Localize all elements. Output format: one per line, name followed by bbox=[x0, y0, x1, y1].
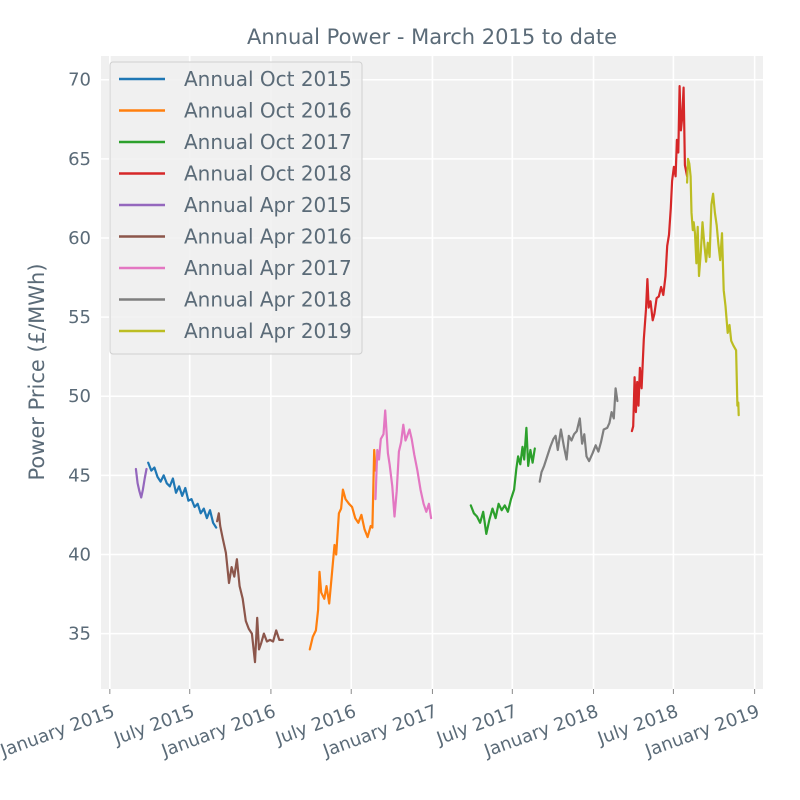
y-tick-label: 60 bbox=[68, 228, 91, 249]
legend-label: Annual Oct 2018 bbox=[184, 162, 352, 186]
legend-frame bbox=[109, 61, 363, 355]
y-tick-label: 35 bbox=[68, 624, 91, 645]
y-tick-label: 55 bbox=[68, 307, 91, 328]
legend-label: Annual Apr 2017 bbox=[184, 256, 352, 280]
y-axis-label: Power Price (£/MWh) bbox=[25, 263, 49, 480]
legend-label: Annual Apr 2016 bbox=[184, 225, 352, 249]
series-line-3 bbox=[469, 426, 536, 535]
series-line-5 bbox=[134, 467, 148, 499]
y-tick-label: 65 bbox=[68, 149, 91, 170]
legend: Annual Oct 2015 Annual Oct 2016 Annual Oct… bbox=[109, 61, 363, 355]
series-line-9 bbox=[686, 157, 740, 417]
legend-label: Annual Oct 2017 bbox=[184, 130, 352, 154]
legend-label: Annual Apr 2018 bbox=[184, 288, 352, 312]
series-line-6 bbox=[216, 512, 284, 664]
series-line-2 bbox=[308, 448, 377, 651]
y-tick-label: 40 bbox=[68, 544, 91, 565]
legend-label: Annual Apr 2019 bbox=[184, 319, 352, 343]
y-tick-labels: 35 40 45 50 55 60 65 70 bbox=[68, 70, 91, 645]
series-line-8 bbox=[538, 387, 619, 483]
legend-label: Annual Oct 2016 bbox=[184, 99, 352, 123]
x-tick-label: January 2015 bbox=[0, 701, 118, 762]
series-line-4 bbox=[630, 85, 689, 433]
series-line-1 bbox=[147, 461, 218, 529]
series-line-7 bbox=[374, 409, 433, 520]
legend-label: Annual Apr 2015 bbox=[184, 193, 352, 217]
series-lines bbox=[134, 85, 740, 664]
y-tick-label: 50 bbox=[68, 386, 91, 407]
chart-title: Annual Power - March 2015 to date bbox=[247, 25, 617, 49]
legend-label: Annual Oct 2015 bbox=[184, 67, 352, 91]
y-tick-label: 45 bbox=[68, 465, 91, 486]
y-tick-label: 70 bbox=[68, 70, 91, 91]
